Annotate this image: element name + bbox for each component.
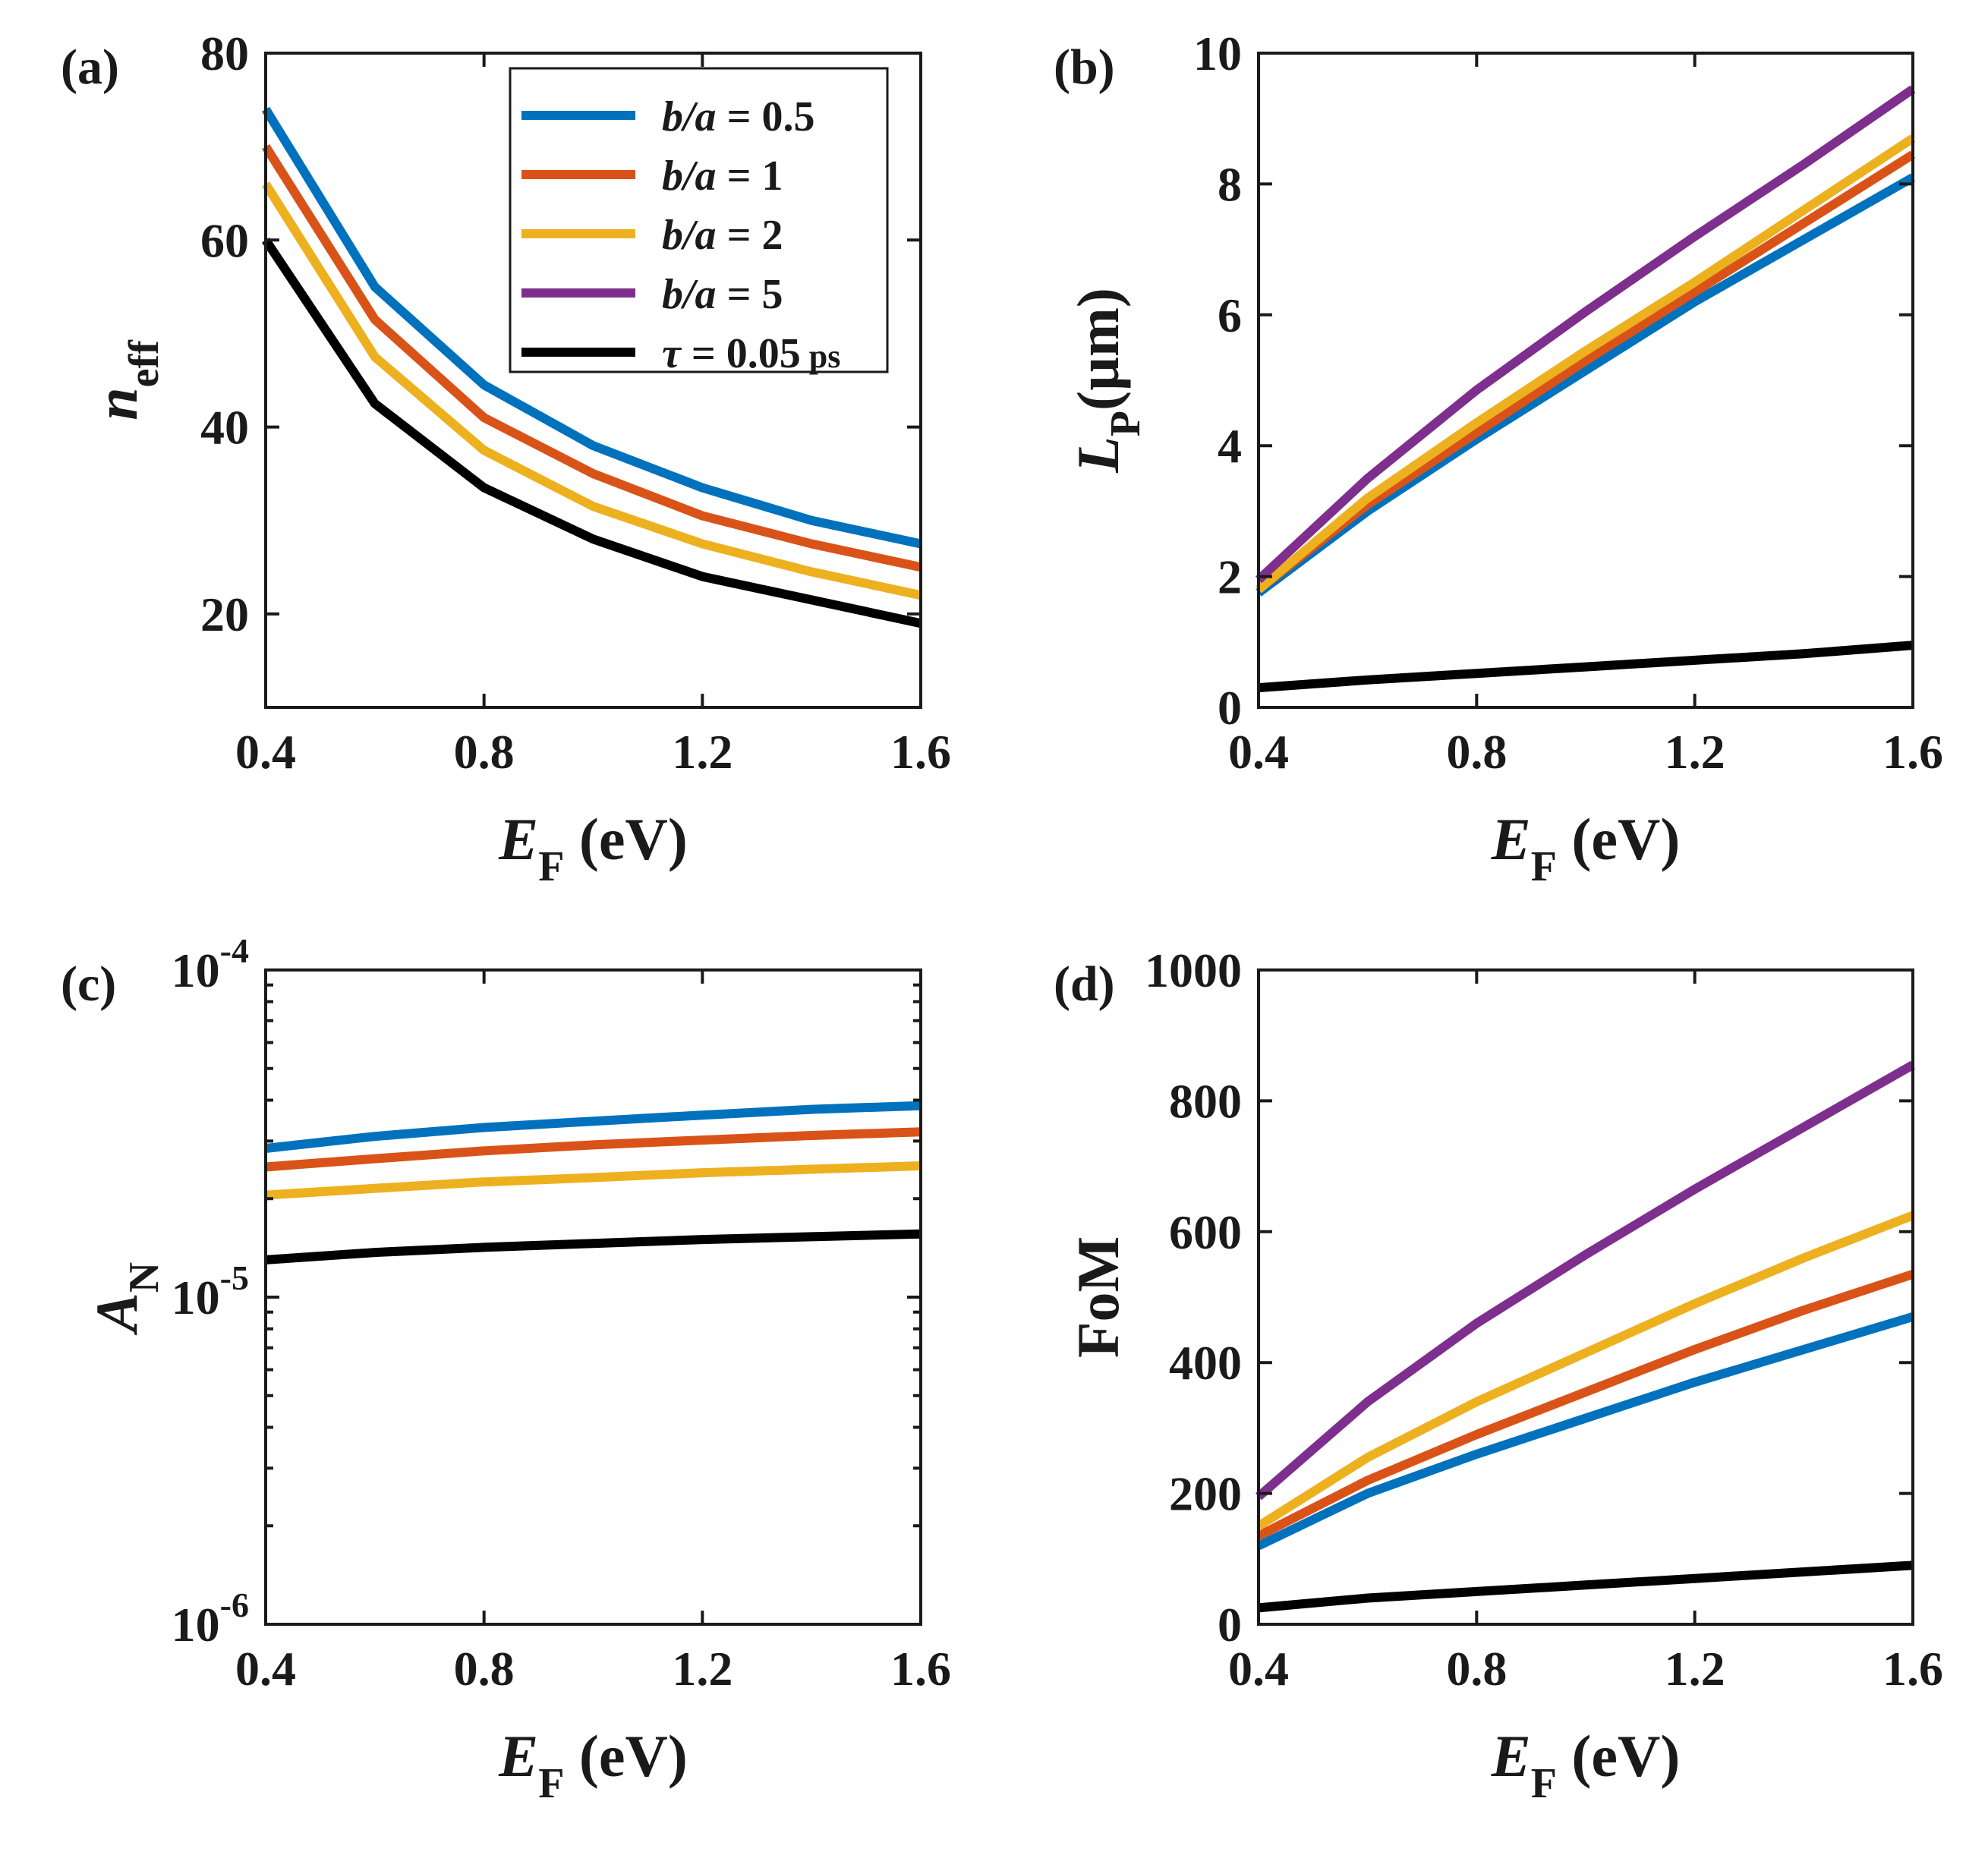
legend-entry-label: b/a = 5 — [662, 271, 783, 318]
axes-box — [1257, 968, 1914, 1626]
y-tick-label: 1000 — [1145, 943, 1242, 997]
series-line-b-3 — [1255, 85, 1916, 584]
series-line-a-4 — [262, 237, 922, 628]
panel-label: (b) — [1054, 39, 1115, 95]
panel-d: 0.4 0.8 1.2 1.6 0 200 400 600 800 1000 EF (eV) FoM (… — [1054, 943, 1943, 1807]
legend-entry-label: τ = 0.05 ps — [662, 330, 840, 377]
panel-c: 0.4 0.8 1.2 1.6 10-6 10-5 10-4 EF (eV) AN (c) — [61, 931, 951, 1807]
legend: b/a = 0.5 b/a = 1 b/a = 2 b/a = 5 τ = 0.05 p… — [509, 67, 889, 377]
x-tick-label: 1.6 — [890, 725, 951, 779]
series-line-c-0 — [265, 1101, 922, 1153]
y-axis-label: FoM — [1065, 1236, 1131, 1358]
series-line-d-4 — [1258, 1561, 1914, 1613]
y-tick-label: 10-4 — [172, 931, 249, 997]
series-line-d-2 — [1255, 1211, 1915, 1530]
panel-b: 0.4 0.8 1.2 1.6 0 2 4 6 8 10 EF (eV) LP(µm) (b) — [1054, 27, 1943, 890]
y-tick-label: 2 — [1218, 550, 1242, 604]
legend-entry-label: b/a = 1 — [662, 153, 783, 200]
y-tick-label: 600 — [1169, 1205, 1242, 1259]
x-axis-label: EF (eV) — [1491, 1723, 1681, 1807]
y-tick-label: 20 — [200, 587, 249, 641]
x-tick-label: 0.8 — [1446, 725, 1507, 779]
y-tick-label: 4 — [1218, 419, 1242, 473]
y-tick-label: 10-6 — [172, 1586, 249, 1652]
series-line-d-0 — [1256, 1312, 1914, 1551]
series-line-d-3 — [1255, 1060, 1915, 1501]
series-line-c-1 — [265, 1127, 922, 1172]
y-tick-label: 10 — [1193, 27, 1242, 80]
y-tick-label: 0 — [1218, 1598, 1242, 1652]
x-tick-label: 0.4 — [1228, 1642, 1289, 1696]
panel-a: 0.4 0.8 1.2 1.6 20 40 60 80 EF (eV) neff (a) — [61, 27, 951, 890]
y-tick-label: 60 — [200, 213, 249, 267]
y-axis-label: LP(µm) — [1065, 288, 1149, 474]
y-tick-label: 0 — [1218, 681, 1242, 735]
y-axis-label: AN — [83, 1262, 168, 1336]
panel-label: (d) — [1054, 956, 1115, 1012]
y-tick-label: 10-5 — [172, 1258, 249, 1324]
x-tick-label: 0.4 — [235, 1642, 296, 1696]
panel-label: (a) — [61, 39, 119, 95]
series-line-b-0 — [1255, 173, 1915, 597]
series-line-b-1 — [1255, 150, 1916, 594]
y-tick-label: 40 — [200, 401, 249, 455]
y-tick-label: 200 — [1169, 1467, 1242, 1521]
x-axis-label: EF (eV) — [498, 806, 688, 890]
axes-box — [264, 968, 922, 1626]
axes-box — [264, 52, 922, 709]
series-line-a-0 — [261, 106, 922, 549]
x-tick-label: 1.2 — [672, 725, 733, 779]
panel-label: (c) — [61, 956, 116, 1012]
x-tick-label: 0.8 — [454, 1642, 515, 1696]
series-line-b-2 — [1255, 134, 1916, 594]
axes-box — [1257, 52, 1914, 709]
y-axis-label: neff — [83, 339, 168, 420]
legend-entry-label: b/a = 0.5 — [662, 93, 814, 140]
y-tick-label: 8 — [1218, 157, 1242, 211]
y-tick-label: 400 — [1169, 1336, 1242, 1390]
x-tick-label: 1.2 — [1665, 1642, 1725, 1696]
legend-entry-label: b/a = 2 — [662, 212, 783, 259]
series-line-c-2 — [265, 1161, 922, 1200]
series-line-d-1 — [1256, 1270, 1914, 1540]
x-tick-label: 0.8 — [1446, 1642, 1507, 1696]
series-line-a-1 — [261, 143, 922, 572]
series-line-b-4 — [1258, 641, 1914, 693]
x-tick-label: 0.4 — [1228, 725, 1289, 779]
x-axis-label: EF (eV) — [1491, 806, 1681, 890]
series-line-a-2 — [261, 181, 922, 600]
y-tick-label: 80 — [200, 27, 249, 80]
y-tick-label: 800 — [1169, 1074, 1242, 1128]
x-tick-label: 0.8 — [454, 725, 515, 779]
x-tick-label: 0.4 — [235, 725, 296, 779]
series-line-c-4 — [265, 1229, 922, 1264]
x-tick-label: 1.6 — [1882, 1642, 1943, 1696]
x-tick-label: 1.2 — [672, 1642, 733, 1696]
y-tick-label: 6 — [1218, 288, 1242, 342]
x-axis-label: EF (eV) — [498, 1723, 688, 1807]
x-tick-label: 1.2 — [1665, 725, 1725, 779]
x-tick-label: 1.6 — [1882, 725, 1943, 779]
x-tick-label: 1.6 — [890, 1642, 951, 1696]
